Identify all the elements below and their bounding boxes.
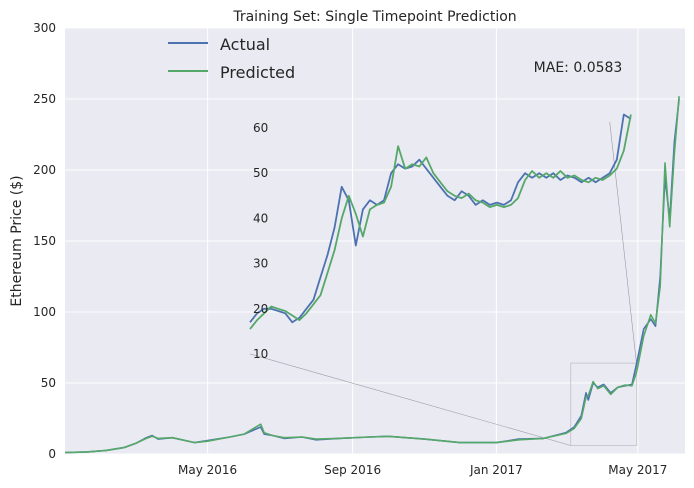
inset-y-tick-labels: 10 20 30 40 50 60 [253, 121, 268, 361]
inset-y-tick-label: 50 [253, 166, 268, 180]
main-series [64, 96, 680, 454]
y-tick-label: 200 [33, 163, 56, 177]
legend-label-actual: Actual [220, 35, 270, 54]
zoom-rectangle [570, 362, 638, 446]
main-gridlines [65, 27, 685, 455]
inset-series-line-predicted [249, 114, 632, 330]
y-tick-labels: 0 50 100 150 200 250 300 [33, 21, 56, 461]
x-tick-label: Sep 2016 [324, 463, 381, 477]
inset-series-line-actual [249, 113, 632, 324]
legend-label-predicted: Predicted [220, 63, 295, 82]
chart-title: Training Set: Single Timepoint Predictio… [232, 9, 516, 25]
inset-y-tick-label: 30 [253, 257, 268, 271]
zoom-connector-line [249, 353, 571, 446]
mae-annotation: MAE: 0.0583 [534, 60, 623, 76]
y-tick-label: 100 [33, 305, 56, 319]
y-tick-label: 300 [33, 21, 56, 35]
y-tick-label: 0 [48, 447, 56, 461]
inset-y-tick-label: 10 [253, 347, 268, 361]
inset-y-tick-label: 20 [253, 302, 268, 316]
inset-y-tick-label: 40 [253, 211, 268, 225]
inset-bounding-box [249, 121, 638, 446]
series-line-predicted [64, 96, 680, 454]
zoom-connector-line [609, 121, 637, 366]
legend: Actual Predicted [168, 35, 295, 82]
y-axis-label: Ethereum Price ($) [9, 175, 25, 306]
y-tick-label: 250 [33, 92, 56, 106]
y-tick-label: 150 [33, 234, 56, 248]
inset-series [249, 113, 632, 330]
y-tick-label: 50 [41, 376, 56, 390]
x-tick-label: May 2016 [178, 463, 237, 477]
x-tick-label: Jan 2017 [469, 463, 523, 477]
x-tick-label: May 2017 [608, 463, 667, 477]
inset-y-tick-label: 60 [253, 121, 268, 135]
x-tick-labels: May 2016 Sep 2016 Jan 2017 May 2017 [178, 463, 667, 477]
